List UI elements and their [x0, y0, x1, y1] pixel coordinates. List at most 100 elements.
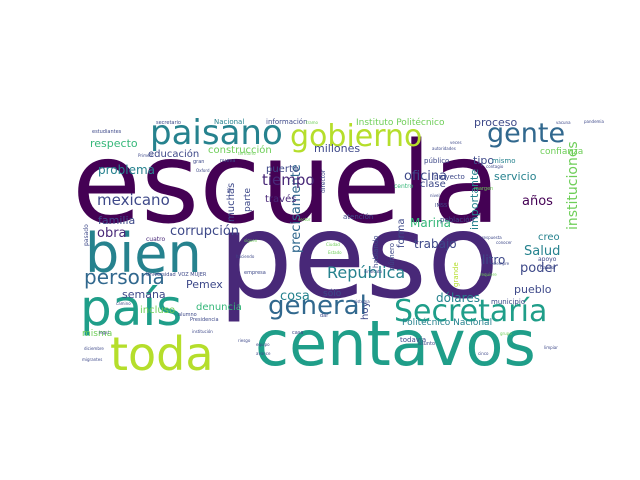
cloud-word: apoyo	[538, 256, 557, 263]
cloud-word: alumno	[178, 312, 197, 318]
cloud-word: Estado	[328, 250, 342, 255]
cloud-word: trabajar	[540, 265, 556, 270]
cloud-word: millones	[314, 142, 360, 155]
cloud-word: oficina	[404, 169, 447, 184]
cloud-word: tiempo	[262, 171, 315, 189]
cloud-word: riesgo	[238, 338, 251, 343]
cloud-word: corrupción	[170, 224, 239, 239]
cloud-word: importante	[468, 169, 481, 230]
cloud-word: hablando	[372, 235, 380, 268]
cloud-word: Oxford	[196, 168, 210, 173]
cloud-word: paisano	[150, 113, 283, 153]
cloud-word: pueblo	[514, 283, 552, 296]
cloud-word: territorio	[238, 151, 256, 156]
cloud-word: margen	[474, 186, 493, 192]
cloud-word: Politécnico Nacional	[402, 317, 492, 328]
cloud-word: grupo	[500, 331, 512, 336]
cloud-word: siguen	[244, 238, 258, 243]
cloud-word: país	[80, 279, 182, 337]
cloud-word: Secretaría	[394, 294, 547, 329]
cloud-word: través	[265, 193, 296, 205]
cloud-word: toda	[110, 327, 214, 381]
cloud-word: institución	[192, 329, 213, 334]
cloud-word: nivel	[430, 193, 440, 198]
cloud-word: asunto	[418, 341, 435, 347]
cloud-word: peso	[218, 187, 499, 325]
cloud-word: familia	[98, 214, 135, 227]
cloud-word: incluso	[140, 305, 175, 316]
cloud-word: mexicano	[97, 191, 170, 209]
cloud-word: sector	[298, 217, 311, 222]
cloud-word: dar	[320, 313, 329, 319]
cloud-word: avance	[256, 351, 271, 356]
cloud-word: clase	[420, 179, 446, 190]
cloud-word: contagio	[486, 164, 504, 169]
cloud-word: pandemia	[584, 119, 605, 124]
cloud-word: grande	[452, 262, 460, 287]
cloud-word: persona	[84, 265, 165, 289]
cloud-word: pasado	[83, 224, 90, 246]
cloud-word: obra	[97, 226, 127, 241]
cloud-word: misma	[82, 329, 112, 339]
cloud-word: gran	[193, 159, 204, 165]
cloud-word: cinco	[478, 351, 489, 356]
cloud-word: director	[320, 169, 327, 193]
cloud-word: casa	[292, 330, 303, 336]
cloud-word: respuesta	[482, 235, 502, 240]
cloud-word: requiere	[480, 272, 497, 277]
cloud-word: cosa	[280, 289, 310, 304]
cloud-word: población	[440, 216, 474, 224]
cloud-word: legal	[99, 330, 109, 335]
cloud-word: general	[268, 291, 367, 321]
cloud-word: migrantes	[82, 357, 102, 362]
cloud-word: respecto	[90, 137, 138, 150]
cloud-word: centro	[394, 183, 413, 190]
cloud-word: Ciudad	[326, 242, 340, 247]
cloud-word: Salud	[524, 244, 560, 259]
cloud-word: escuela	[72, 119, 500, 249]
cloud-word: forma	[396, 219, 407, 248]
cloud-word: gente	[487, 118, 565, 149]
cloud-word: Presidencia	[190, 317, 219, 323]
cloud-word: litro	[482, 253, 505, 267]
cloud-word: semana	[122, 288, 166, 301]
cloud-word: mismo	[492, 157, 516, 165]
cloud-word: educación	[148, 148, 199, 160]
cloud-word: sistema	[354, 299, 370, 304]
cloud-word: servicio	[494, 170, 537, 183]
cloud-word: Pemex	[186, 278, 223, 291]
cloud-word: Nacional	[214, 118, 244, 126]
cloud-word: construcción	[208, 144, 272, 156]
cloud-word: tramo	[306, 120, 319, 125]
cloud-word: municipio	[491, 298, 525, 306]
cloud-word: secretario	[156, 120, 181, 126]
cloud-word: nueva	[220, 158, 235, 164]
cloud-word: denuncia	[196, 302, 242, 313]
cloud-word: vacuna	[556, 120, 571, 125]
cloud-word: gobierno	[290, 119, 422, 154]
cloud-word: parte	[243, 188, 253, 212]
cloud-word: República	[327, 263, 405, 282]
cloud-word: estudiantes	[92, 129, 122, 135]
cloud-word: muchas	[226, 183, 237, 222]
cloud-word: veces	[450, 140, 462, 145]
cloud-word: centavos	[255, 307, 536, 380]
cloud-word: limpiar	[544, 345, 558, 350]
cloud-word: empresa	[244, 270, 266, 276]
cloud-word: bien	[85, 222, 202, 285]
cloud-word: autoridades	[432, 146, 456, 151]
cloud-word: poder	[520, 261, 558, 276]
cloud-word: sólo	[323, 288, 342, 299]
cloud-word: Primero	[138, 153, 154, 158]
cloud-word: proyecto	[434, 173, 465, 181]
cloud-word: equipo	[256, 342, 270, 347]
cloud-word: confianza	[540, 147, 583, 157]
cloud-word: número	[388, 243, 396, 270]
cloud-word: problema	[98, 163, 155, 177]
cloud-word: todavía	[400, 336, 426, 344]
cloud-word: Marina	[410, 216, 451, 230]
cloud-word: sindicato	[364, 269, 383, 274]
cloud-word: puerto	[266, 164, 299, 175]
